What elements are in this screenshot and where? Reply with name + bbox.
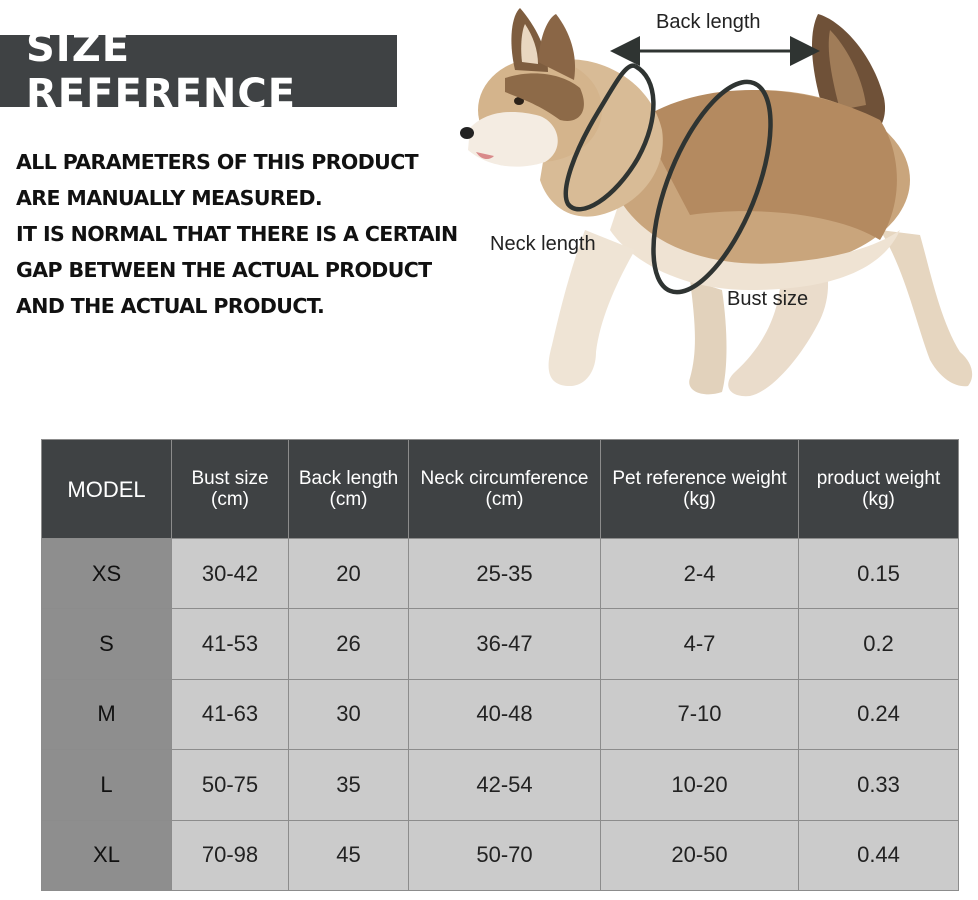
pet-weight-cell: 7-10 bbox=[600, 678, 799, 751]
bust-size-cell: 30-42 bbox=[171, 537, 289, 610]
table-row: XL 70-98 45 50-70 20-50 0.44 bbox=[41, 819, 959, 892]
header-row: MODEL Bust size (cm) Back length (cm) Neck… bbox=[41, 439, 959, 539]
bust-ring bbox=[651, 79, 773, 295]
product-weight-cell: 0.44 bbox=[798, 819, 959, 892]
product-weight-cell: 0.24 bbox=[798, 678, 959, 751]
notice-line: ALL PARAMETERS OF THIS PRODUCT bbox=[16, 150, 419, 174]
header-model: MODEL bbox=[41, 439, 172, 539]
table-row: L 50-75 35 42-54 10-20 0.33 bbox=[41, 749, 959, 821]
neck-circumference-cell: 42-54 bbox=[408, 749, 601, 821]
model-cell: XS bbox=[41, 537, 172, 610]
model-cell: M bbox=[41, 678, 172, 751]
model-cell: L bbox=[41, 749, 172, 821]
model-cell: S bbox=[41, 608, 172, 680]
back-length-cell: 35 bbox=[288, 749, 409, 821]
dog-measurement-illustration bbox=[460, 8, 973, 397]
header-back-length: Back length (cm) bbox=[288, 439, 409, 539]
back-length-cell: 20 bbox=[288, 537, 409, 610]
neck-length-label: Neck length bbox=[490, 233, 596, 255]
size-reference-banner: SIZE REFERENCE bbox=[0, 25, 397, 117]
bust-size-cell: 41-53 bbox=[171, 608, 289, 680]
back-length-cell: 30 bbox=[288, 678, 409, 751]
product-weight-cell: 0.2 bbox=[798, 608, 959, 680]
table-row: M 41-63 30 40-48 7-10 0.24 bbox=[41, 678, 959, 751]
neck-circumference-cell: 40-48 bbox=[408, 678, 601, 751]
model-cell: XL bbox=[41, 819, 172, 892]
notice-line: ARE MANUALLY MEASURED. bbox=[16, 186, 323, 210]
bust-size-label: Bust size bbox=[727, 288, 809, 310]
neck-ring bbox=[563, 63, 656, 212]
table-row: XS 30-42 20 25-35 2-4 0.15 bbox=[41, 537, 959, 610]
table-row: S 41-53 26 36-47 4-7 0.2 bbox=[41, 608, 959, 680]
header-product-weight: product weight (kg) bbox=[798, 439, 959, 539]
notice-line: IT IS NORMAL THAT THERE IS A CERTAIN bbox=[16, 222, 458, 246]
measurement-notice: ALL PARAMETERS OF THIS PRODUCT ARE MANUA… bbox=[16, 144, 466, 324]
size-chart-table: MODEL Bust size (cm) Back length (cm) Neck… bbox=[41, 439, 959, 892]
header-pet-reference-weight: Pet reference weight (kg) bbox=[600, 439, 799, 539]
product-weight-cell: 0.33 bbox=[798, 749, 959, 821]
neck-circumference-cell: 25-35 bbox=[408, 537, 601, 610]
banner-title: SIZE REFERENCE bbox=[26, 25, 297, 117]
husky-puppy-figure bbox=[460, 8, 973, 397]
pet-weight-cell: 10-20 bbox=[600, 749, 799, 821]
bust-size-cell: 50-75 bbox=[171, 749, 289, 821]
header-bust-size: Bust size (cm) bbox=[171, 439, 289, 539]
neck-circumference-cell: 36-47 bbox=[408, 608, 601, 680]
notice-line: GAP BETWEEN THE ACTUAL PRODUCT bbox=[16, 258, 432, 282]
bust-size-cell: 70-98 bbox=[171, 819, 289, 892]
notice-line: AND THE ACTUAL PRODUCT. bbox=[16, 294, 325, 318]
product-weight-cell: 0.15 bbox=[798, 537, 959, 610]
pet-weight-cell: 4-7 bbox=[600, 608, 799, 680]
pet-weight-cell: 20-50 bbox=[600, 819, 799, 892]
back-length-cell: 45 bbox=[288, 819, 409, 892]
pet-weight-cell: 2-4 bbox=[600, 537, 799, 610]
neck-circumference-cell: 50-70 bbox=[408, 819, 601, 892]
bust-size-cell: 41-63 bbox=[171, 678, 289, 751]
back-length-cell: 26 bbox=[288, 608, 409, 680]
header-neck-circumference: Neck circumference (cm) bbox=[408, 439, 601, 539]
back-length-label: Back length bbox=[656, 11, 761, 33]
